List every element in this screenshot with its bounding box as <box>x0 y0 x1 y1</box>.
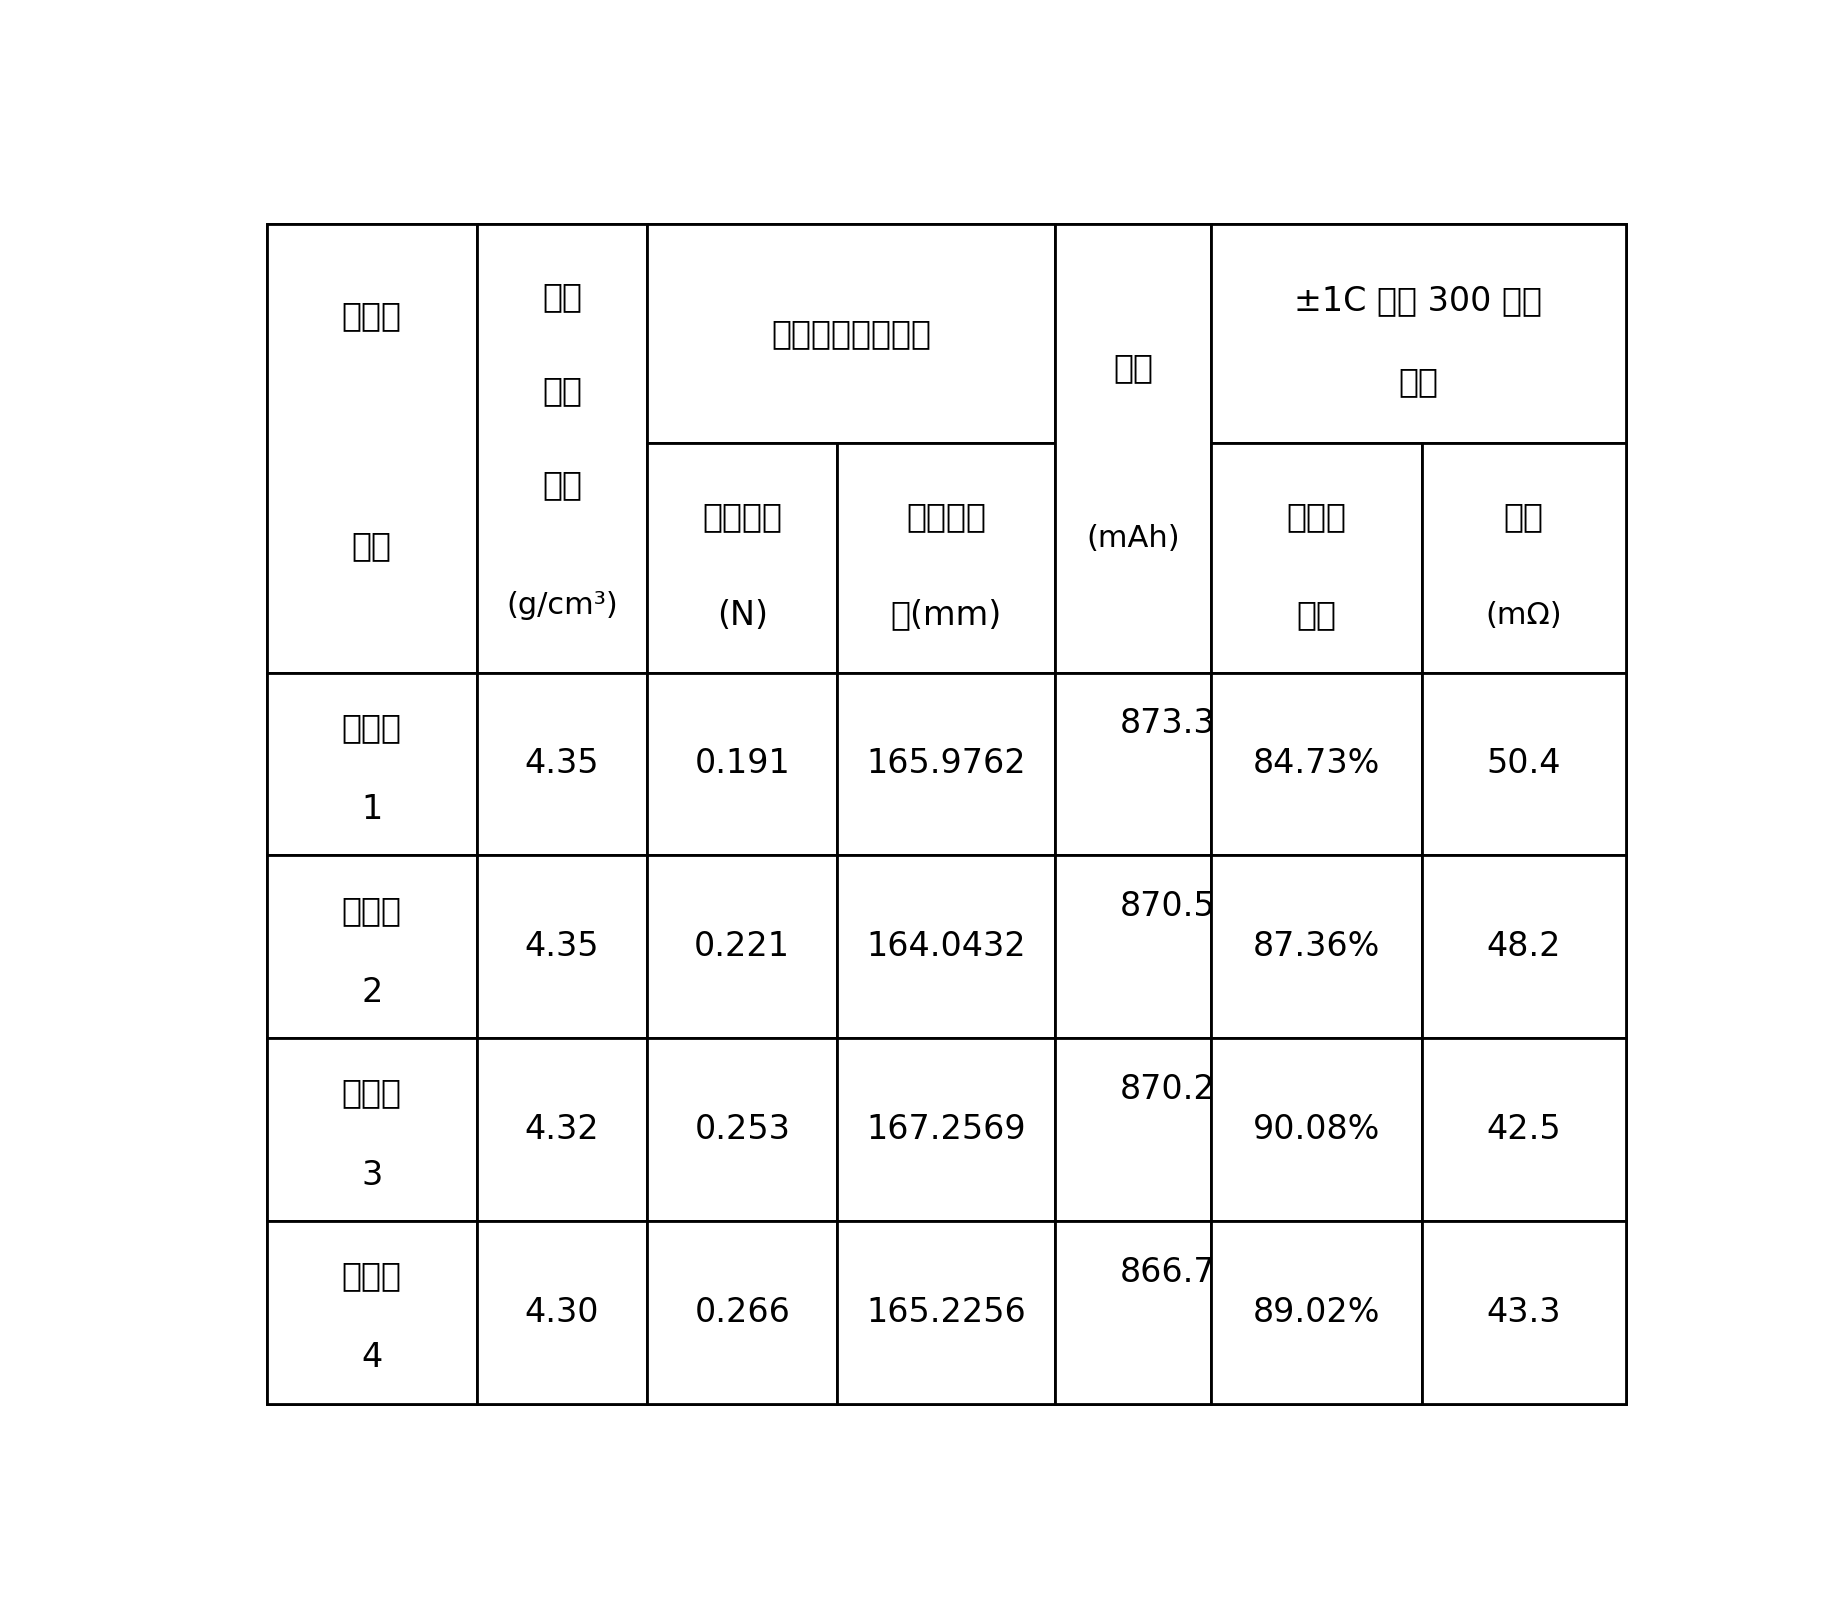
Text: 165.2256: 165.2256 <box>866 1296 1026 1328</box>
Bar <box>266 1220 476 1404</box>
Text: 0.266: 0.266 <box>694 1296 790 1328</box>
Bar <box>838 856 1054 1038</box>
Text: 43.3: 43.3 <box>1486 1296 1562 1328</box>
Text: 89.02%: 89.02% <box>1253 1296 1381 1328</box>
Text: 最大拉力: 最大拉力 <box>701 500 783 532</box>
Text: 87.36%: 87.36% <box>1253 930 1381 964</box>
Text: 环后: 环后 <box>1399 364 1438 398</box>
Text: 90.08%: 90.08% <box>1253 1112 1381 1146</box>
Text: (mAh): (mAh) <box>1085 524 1180 553</box>
Text: 2: 2 <box>362 975 382 1009</box>
Text: 48.2: 48.2 <box>1486 930 1562 964</box>
Text: 164.0432: 164.0432 <box>866 930 1026 964</box>
Text: 4.32: 4.32 <box>524 1112 600 1146</box>
Text: 最大变形: 最大变形 <box>906 500 986 532</box>
Bar <box>1211 1038 1421 1220</box>
Text: 密度: 密度 <box>543 467 581 501</box>
Bar <box>838 443 1054 672</box>
Bar <box>838 672 1054 856</box>
Text: 4: 4 <box>362 1341 382 1375</box>
Bar <box>648 1220 838 1404</box>
Bar <box>1421 1220 1626 1404</box>
Bar <box>1211 856 1421 1038</box>
Text: 870.5: 870.5 <box>1119 890 1215 924</box>
Text: 870.2: 870.2 <box>1119 1072 1215 1106</box>
Bar <box>1211 443 1421 672</box>
Bar <box>266 224 476 672</box>
Bar <box>1421 856 1626 1038</box>
Bar <box>1211 1220 1421 1404</box>
Bar <box>1421 1038 1626 1220</box>
Text: (mΩ): (mΩ) <box>1486 601 1562 630</box>
Bar <box>838 1038 1054 1220</box>
Bar <box>476 1038 648 1220</box>
Bar <box>648 443 838 672</box>
Text: 实施例: 实施例 <box>342 893 402 927</box>
Text: 3: 3 <box>362 1159 382 1191</box>
Text: 50.4: 50.4 <box>1486 748 1562 780</box>
Bar <box>1421 443 1626 672</box>
Bar <box>266 856 476 1038</box>
Bar <box>648 224 1054 443</box>
Bar <box>1421 672 1626 856</box>
Text: 编号: 编号 <box>353 530 391 563</box>
Text: 压实: 压实 <box>543 374 581 406</box>
Text: 165.9762: 165.9762 <box>866 748 1026 780</box>
Bar <box>476 856 648 1038</box>
Bar <box>1054 856 1211 1038</box>
Text: 实施例: 实施例 <box>342 300 402 332</box>
Bar <box>648 856 838 1038</box>
Bar <box>476 224 648 672</box>
Bar <box>838 1220 1054 1404</box>
Bar <box>266 1038 476 1220</box>
Text: 极片剑离实验测试: 极片剑离实验测试 <box>772 318 930 350</box>
Text: 量(mm): 量(mm) <box>890 598 1002 632</box>
Text: 实施例: 实施例 <box>342 1077 402 1109</box>
Text: 0.191: 0.191 <box>694 748 790 780</box>
Bar <box>476 672 648 856</box>
Text: 实施例: 实施例 <box>342 1259 402 1293</box>
Text: 最大: 最大 <box>543 279 581 313</box>
Bar <box>648 1038 838 1220</box>
Bar <box>1054 1038 1211 1220</box>
Text: 持率: 持率 <box>1296 598 1337 632</box>
Text: (g/cm³): (g/cm³) <box>506 592 618 621</box>
Text: (N): (N) <box>716 598 768 632</box>
Text: 容量: 容量 <box>1113 351 1154 384</box>
Text: 容量保: 容量保 <box>1287 500 1346 532</box>
Text: 4.35: 4.35 <box>524 748 600 780</box>
Text: 0.253: 0.253 <box>694 1112 790 1146</box>
Text: 167.2569: 167.2569 <box>866 1112 1026 1146</box>
Text: 4.35: 4.35 <box>524 930 600 964</box>
Text: 873.3: 873.3 <box>1119 708 1215 740</box>
Text: ±1C 条件 300 次循: ±1C 条件 300 次循 <box>1294 284 1543 318</box>
Text: 42.5: 42.5 <box>1486 1112 1562 1146</box>
Bar <box>648 672 838 856</box>
Text: 实施例: 实施例 <box>342 711 402 743</box>
Text: 866.7: 866.7 <box>1119 1256 1215 1288</box>
Bar <box>1211 672 1421 856</box>
Text: 84.73%: 84.73% <box>1253 748 1381 780</box>
Bar <box>1054 1220 1211 1404</box>
Text: 0.221: 0.221 <box>694 930 790 964</box>
Bar <box>1054 672 1211 856</box>
Bar <box>476 1220 648 1404</box>
Bar <box>1054 224 1211 672</box>
Bar <box>1211 224 1626 443</box>
Text: 4.30: 4.30 <box>524 1296 600 1328</box>
Text: 内阵: 内阵 <box>1504 500 1543 532</box>
Text: 1: 1 <box>362 793 382 825</box>
Bar <box>266 672 476 856</box>
